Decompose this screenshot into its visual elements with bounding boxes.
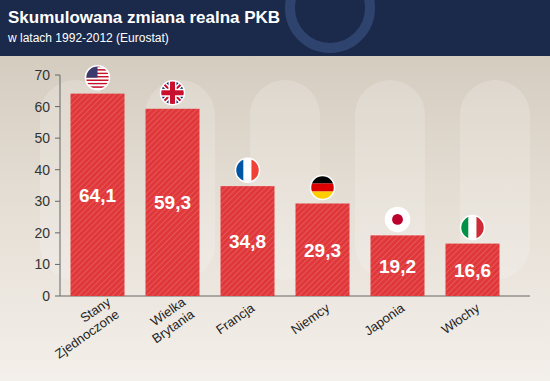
flag-part [161,81,185,105]
bar [371,235,425,296]
y-tick [55,138,60,139]
subtitle: w latach 1992-2012 (Eurostat) [7,31,169,45]
x-tick-label-line: Niemcy [288,300,333,337]
y-tick [55,296,60,297]
y-tick [55,106,60,107]
data-label: 29,3 [304,240,341,261]
x-tick-label: Niemcy [288,300,333,337]
y-tick-label: 0 [42,288,50,304]
bars [71,94,500,296]
y-tick-label: 60 [34,99,50,115]
y-tick-label: 70 [34,67,50,83]
data-label: 16,6 [454,260,491,281]
y-tick-label: 40 [34,162,50,178]
flag [161,81,185,105]
flag [461,216,485,240]
title: Skumulowana zmiana realna PKB [8,8,280,27]
y-tick [55,75,60,76]
flag-part [392,214,403,225]
flag-ring [386,207,410,231]
y-tick [55,201,60,202]
y-tick-label: 20 [34,225,50,241]
background [0,0,550,381]
bar [146,109,200,296]
flag-ring [86,66,110,90]
y-tick-label: 50 [34,130,50,146]
flag-part [386,207,410,231]
flag [86,66,110,90]
y-tick [55,232,60,233]
header-logo [290,0,370,48]
y-tick-label: 30 [34,193,50,209]
y-tick [55,169,60,170]
header-band [0,0,550,56]
flag [311,175,335,199]
flag [386,207,410,231]
flag-part [161,81,185,105]
x-tick-label-line: Brytania [149,306,197,346]
x-tick-label-line: Włochy [439,300,483,337]
x-tick-label: Włochy [439,300,483,337]
x-tick-label: Francja [213,300,258,338]
flag-part [86,83,110,85]
flag-part [86,81,110,83]
bar [446,244,500,296]
flag-ring [311,175,335,199]
data-label: 19,2 [379,256,416,277]
bar [71,94,125,296]
bar [221,186,275,296]
flag-part [244,158,252,182]
data-label: 64,1 [79,185,116,206]
flag-ring [161,81,185,105]
flag-part [86,79,110,81]
flag-part [311,183,335,191]
bar [296,203,350,296]
flag [236,158,260,182]
flag-ring [236,158,260,182]
x-tick-label-line: Japonia [361,300,408,339]
y-tick [55,264,60,265]
x-tick-label: StanyZjednoczone [44,294,123,362]
flag-part [469,216,477,240]
flag-part [86,78,110,80]
chart-svg: Skumulowana zmiana realna PKB w latach 19… [0,0,550,381]
flag-part [161,81,185,105]
y-tick-label: 10 [34,256,50,272]
x-tick-label: Japonia [361,300,408,339]
flag-part [170,81,175,105]
flag-ring [461,216,485,240]
data-label: 34,8 [229,231,266,252]
chart-root: Skumulowana zmiana realna PKB w latach 19… [0,0,550,381]
x-tick-label-line: Francja [213,300,258,338]
y-axis-line [60,75,61,296]
data-label: 59,3 [154,192,191,213]
x-tick-label-line: Zjednoczone [52,306,122,361]
x-tick-label: WielkaBrytania [141,294,198,346]
